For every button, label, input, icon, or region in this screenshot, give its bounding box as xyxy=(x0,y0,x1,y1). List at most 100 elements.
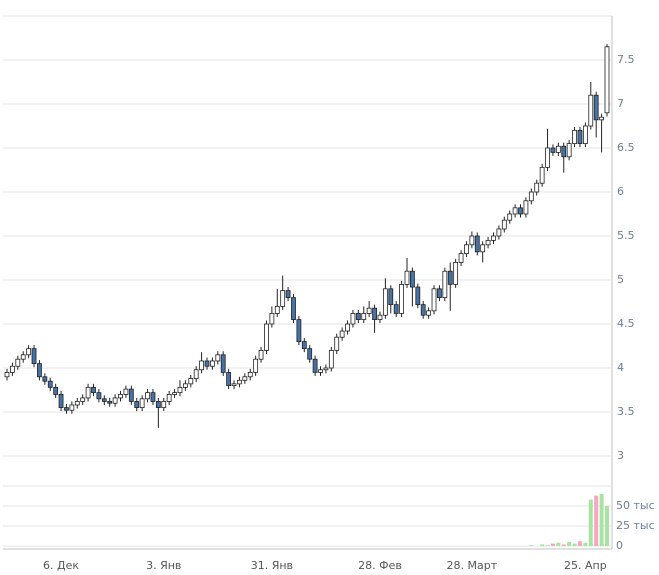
candle-body xyxy=(210,360,215,367)
y-tick-label: 3 xyxy=(617,449,624,462)
y-tick-label: 5 xyxy=(617,273,624,286)
y-tick-label: 3.5 xyxy=(617,405,635,418)
candle-body xyxy=(604,46,610,114)
candle-body xyxy=(437,288,442,298)
candle-body xyxy=(64,407,69,411)
candle-body xyxy=(453,261,459,285)
y-tick-label: 4 xyxy=(617,361,624,374)
volume-bar xyxy=(605,506,609,546)
candle-body xyxy=(269,313,275,325)
candle-body xyxy=(10,365,15,373)
volume-tick-label: 50 тыс xyxy=(616,499,655,512)
candle-body xyxy=(355,313,361,321)
candle-body xyxy=(469,235,475,246)
y-tick-label: 7 xyxy=(617,97,624,110)
candle-body xyxy=(566,143,572,158)
candle-body xyxy=(307,348,313,360)
candle-body xyxy=(199,360,204,371)
candle-body xyxy=(37,363,42,378)
candle-body xyxy=(296,319,302,343)
x-tick-label: 25. Апр xyxy=(564,559,607,572)
candle-body xyxy=(366,307,372,314)
candle-body xyxy=(285,290,291,298)
volume-bar xyxy=(556,542,561,546)
candle-body xyxy=(539,166,545,184)
candle-body xyxy=(150,392,156,402)
candle-body xyxy=(323,367,329,371)
candle-body xyxy=(420,304,426,316)
candle-body xyxy=(328,349,334,369)
candle-body xyxy=(20,354,26,360)
candle-body xyxy=(193,369,199,379)
candle-body xyxy=(242,376,248,381)
candle-body xyxy=(501,219,507,230)
candle-body xyxy=(447,270,453,285)
candle-body xyxy=(577,129,583,144)
candle-body xyxy=(523,200,529,215)
volume-bar xyxy=(550,543,555,546)
y-tick-label: 7.5 xyxy=(617,53,635,66)
candle-body xyxy=(69,404,75,411)
volume-tick-label: 25 тыс xyxy=(616,519,655,532)
candle-body xyxy=(491,235,496,241)
candle-body xyxy=(361,313,367,321)
candle-body xyxy=(301,341,307,350)
candle-body xyxy=(161,401,167,409)
candle-body xyxy=(518,207,523,215)
candle-body xyxy=(458,253,464,263)
candle-body xyxy=(415,286,421,306)
volume-bar xyxy=(567,542,572,546)
volume-bar xyxy=(599,494,604,546)
candle-body xyxy=(404,270,410,285)
candle-body xyxy=(582,125,588,145)
candle-body xyxy=(220,354,226,373)
volume-bar xyxy=(529,545,534,546)
x-tick-label: 28. Март xyxy=(447,559,498,572)
candle-body xyxy=(339,330,345,338)
volume-bar xyxy=(594,495,599,546)
y-tick-label: 6 xyxy=(617,185,624,198)
candle-body xyxy=(172,392,177,395)
candle-body xyxy=(474,235,480,253)
candle-body xyxy=(345,323,350,332)
candle-body xyxy=(237,379,242,385)
volume-bar xyxy=(545,545,550,546)
candle-body xyxy=(550,147,556,153)
candle-body xyxy=(101,398,107,402)
candle-body xyxy=(134,401,140,409)
candle-body xyxy=(377,314,383,321)
x-tick-label: 28. Фев xyxy=(358,559,402,572)
candle-body xyxy=(334,336,340,351)
candle-body xyxy=(464,244,469,255)
candle-body xyxy=(58,393,64,408)
candle-body xyxy=(534,182,540,193)
candle-body xyxy=(588,94,594,127)
candle-body xyxy=(118,393,123,399)
candle-body xyxy=(555,145,561,153)
candle-body xyxy=(507,213,513,221)
candle-body xyxy=(280,290,286,307)
candle-body xyxy=(182,383,188,388)
candle-body xyxy=(47,380,53,388)
candle-body xyxy=(155,401,161,409)
candle-body xyxy=(593,94,599,121)
candle-body xyxy=(166,393,172,402)
candle-body xyxy=(91,386,96,394)
candle-body xyxy=(112,397,118,404)
candle-body xyxy=(247,371,253,378)
candle-body xyxy=(253,358,259,373)
candle-body xyxy=(204,360,210,367)
volume-bar xyxy=(577,541,582,546)
x-tick-label: 6. Дек xyxy=(43,559,79,572)
candle-body xyxy=(231,383,237,386)
volume-bar xyxy=(540,544,545,546)
candle-body xyxy=(393,304,399,314)
candle-body xyxy=(291,297,296,321)
candle-body xyxy=(264,323,269,351)
candle-body xyxy=(350,313,356,325)
x-tick-label: 31. Янв xyxy=(251,559,293,572)
candle-body xyxy=(188,378,194,385)
candle-body xyxy=(226,371,232,386)
